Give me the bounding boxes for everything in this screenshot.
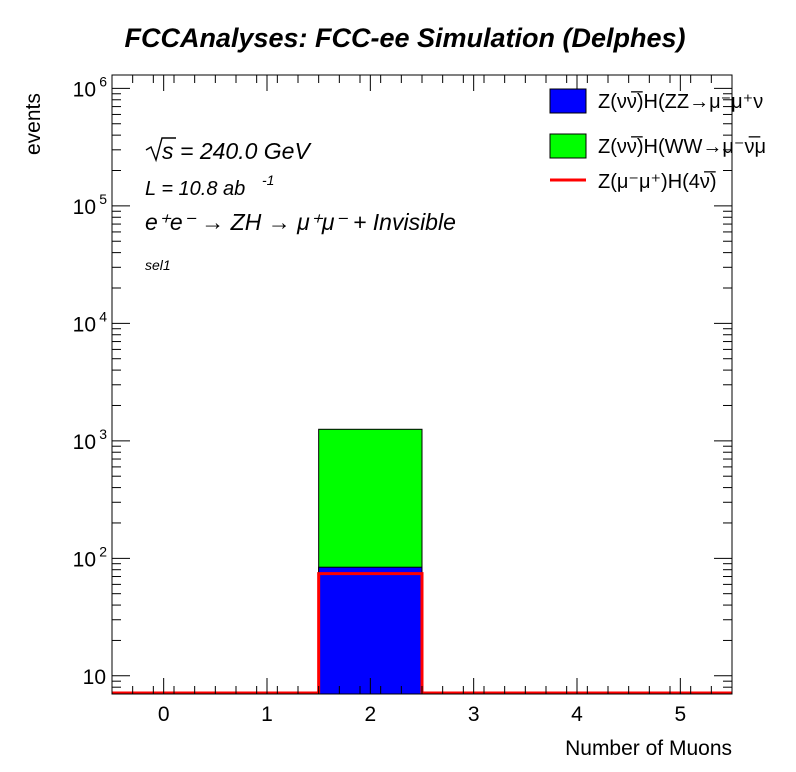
legend-label-2: Z(μ⁻μ⁺)H(4ν̅) [598,170,717,193]
x-tick-label: 0 [158,703,170,726]
x-axis-title: Number of Muons [565,737,732,760]
x-tick-label: 1 [261,703,273,726]
y-axis-title: events [22,93,45,155]
y-tick-exponent: 6 [99,73,107,89]
legend: Z(νν̅)H(ZZ→μ⁻μ⁺ν Z(νν̅)H(WW→μ⁻ν̅μ Z(μ⁻μ⁺)H… [549,88,766,193]
y-tick-label: 10 [73,431,96,454]
luminosity-annotation: L = 10.8 ab -1 [145,172,274,200]
luminosity-exponent: -1 [262,172,274,188]
y-tick-exponent: 4 [99,308,107,324]
y-tick-label: 10 [83,666,106,689]
y-tick-label: 10 [73,313,96,336]
legend-swatch-0 [549,88,587,114]
signal-line-histogram [112,572,732,695]
x-tick-label: 5 [674,703,686,726]
x-tick-label: 4 [571,703,583,726]
luminosity-text: L = 10.8 ab [145,178,245,200]
y-tick-exponent: 2 [99,543,107,559]
annotation-block: s = 240.0 GeV L = 10.8 ab -1 e⁺e⁻ → ZH →… [145,137,456,273]
legend-label-0: Z(νν̅)H(ZZ→μ⁻μ⁺ν [598,90,763,113]
sqrt-s-symbol: s [162,138,174,164]
bar-zz-bin-2 [318,566,423,695]
chart-title: FCCAnalyses: FCC-ee Simulation (Delphes) [124,23,685,53]
sqrt-s-annotation: s = 240.0 GeV [145,137,312,164]
legend-swatch-1 [549,133,587,159]
x-tick-label: 2 [364,703,376,726]
y-tick-exponent: 5 [99,191,107,207]
y-tick-label: 10 [73,548,96,571]
y-tick-label: 10 [73,196,96,219]
y-tick-exponent: 3 [99,426,107,442]
process-annotation: e⁺e⁻ → ZH → μ⁺μ⁻ + Invisible [145,209,456,235]
legend-label-1: Z(νν̅)H(WW→μ⁻ν̅μ [598,135,766,158]
sqrt-s-value: = 240.0 GeV [180,138,312,164]
y-tick-label: 10 [73,78,96,101]
x-tick-label: 3 [468,703,480,726]
selection-annotation: sel1 [145,257,171,273]
